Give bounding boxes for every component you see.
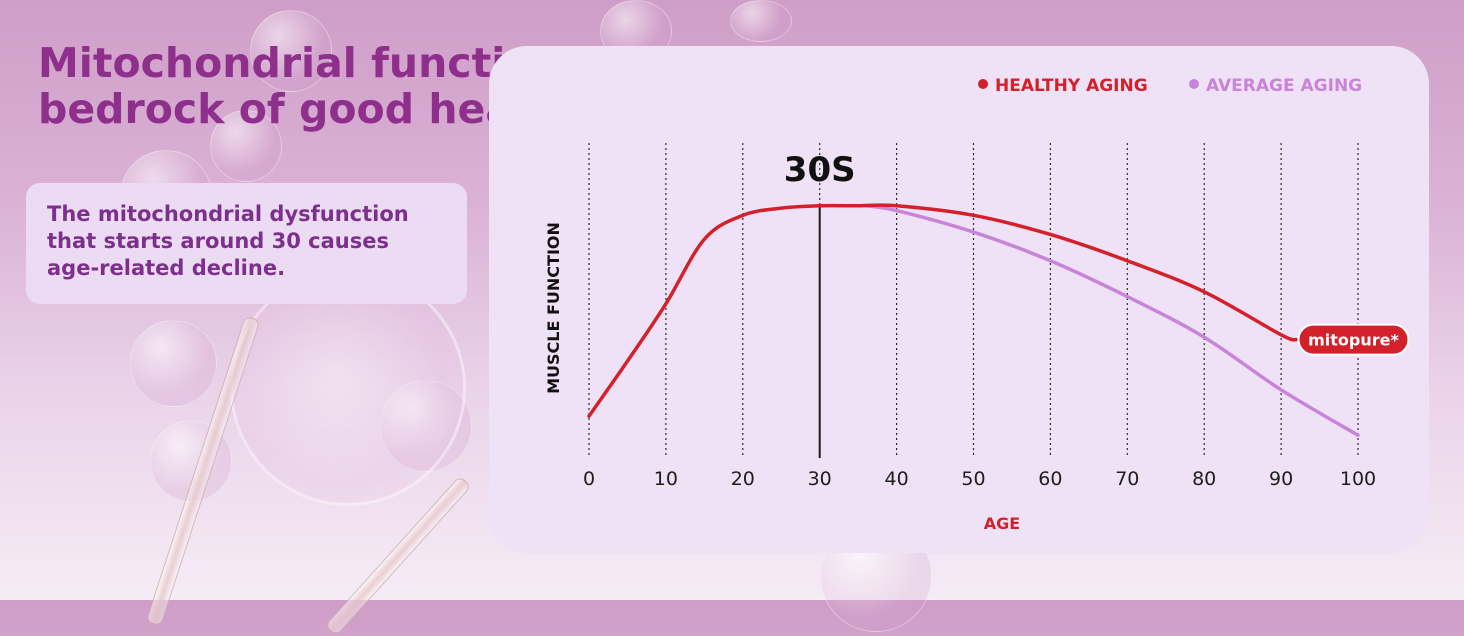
brand-badge-label: mitopure*	[1308, 331, 1399, 350]
x-tick-label: 20	[731, 468, 755, 490]
x-tick-label: 70	[1115, 468, 1139, 490]
info-box: The mitochondrial dysfunction that start…	[26, 183, 467, 304]
legend-healthy-dot	[978, 79, 988, 89]
muscle-function-chart: 0 10 20 30 40 50 60 70 80 90 100 30S mitopure* AGE MUS…	[544, 143, 1410, 533]
x-tick-label: 40	[885, 468, 909, 490]
annotation-label: 30S	[784, 150, 856, 190]
x-tick-label: 50	[961, 468, 985, 490]
info-text: The mitochondrial dysfunction that start…	[47, 201, 462, 282]
average-aging-line	[864, 204, 1360, 437]
x-tick-label: 30	[808, 468, 832, 490]
x-tick-label: 100	[1340, 468, 1376, 490]
x-tick-label: 80	[1192, 468, 1216, 490]
legend-healthy-label: HEALTHY AGING	[995, 76, 1148, 96]
legend-healthy: HEALTHY AGING	[978, 76, 1148, 96]
x-tick-label: 10	[654, 468, 678, 490]
y-axis-label: MUSCLE FUNCTION	[544, 222, 563, 394]
brand-badge	[1297, 323, 1410, 356]
info-line-2: that starts around 30 causes	[47, 229, 389, 253]
legend-average: AVERAGE AGING	[1189, 76, 1362, 96]
legend-average-label: AVERAGE AGING	[1206, 76, 1363, 96]
info-line-1: The mitochondrial dysfunction	[47, 202, 409, 226]
x-tick-label: 60	[1038, 468, 1062, 490]
info-line-3: age-related decline.	[47, 256, 286, 280]
petri-dish	[230, 270, 466, 506]
x-tick-label: 0	[583, 468, 595, 490]
x-tick-label: 90	[1269, 468, 1293, 490]
x-axis-label: AGE	[984, 514, 1020, 533]
title-line-2: bedrock of good health	[38, 85, 576, 133]
legend-average-dot	[1189, 79, 1199, 89]
healthy-aging-line	[587, 203, 1299, 418]
chart-panel	[489, 46, 1429, 553]
